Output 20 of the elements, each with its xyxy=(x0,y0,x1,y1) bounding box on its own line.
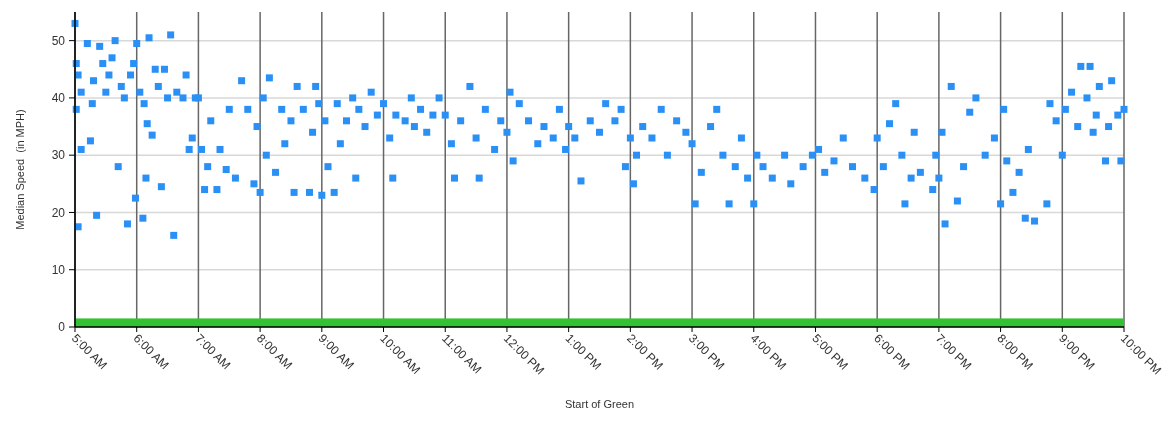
x-tick-label: 4:00 PM xyxy=(747,331,790,373)
x-tick-label: 2:00 PM xyxy=(624,331,666,373)
x-tick-label: 9:00 AM xyxy=(315,331,357,373)
x-tick-label: 5:00 AM xyxy=(68,331,110,373)
y-axis-title: Median Speed (in MPH) xyxy=(14,109,26,230)
x-tick-label: 5:00 PM xyxy=(809,331,851,373)
x-tick-label: 6:00 PM xyxy=(871,331,913,373)
x-tick-label: 9:00 PM xyxy=(1056,331,1098,373)
y-tick-label: 30 xyxy=(51,148,66,163)
y-tick-label: 10 xyxy=(51,262,66,277)
y-tick-label: 50 xyxy=(51,33,66,48)
y-tick-label: 0 xyxy=(58,320,66,335)
x-tick-label: 8:00 PM xyxy=(994,331,1036,373)
x-tick-label: 8:00 AM xyxy=(254,331,296,373)
x-axis-title: Start of Green xyxy=(564,398,635,410)
y-tick-label: 40 xyxy=(51,91,66,106)
y-tick-label: 20 xyxy=(51,205,66,220)
x-tick-label: 3:00 PM xyxy=(685,331,728,373)
x-tick-label: 6:00 AM xyxy=(130,331,172,373)
x-tick-label: 1:00 PM xyxy=(562,331,605,373)
